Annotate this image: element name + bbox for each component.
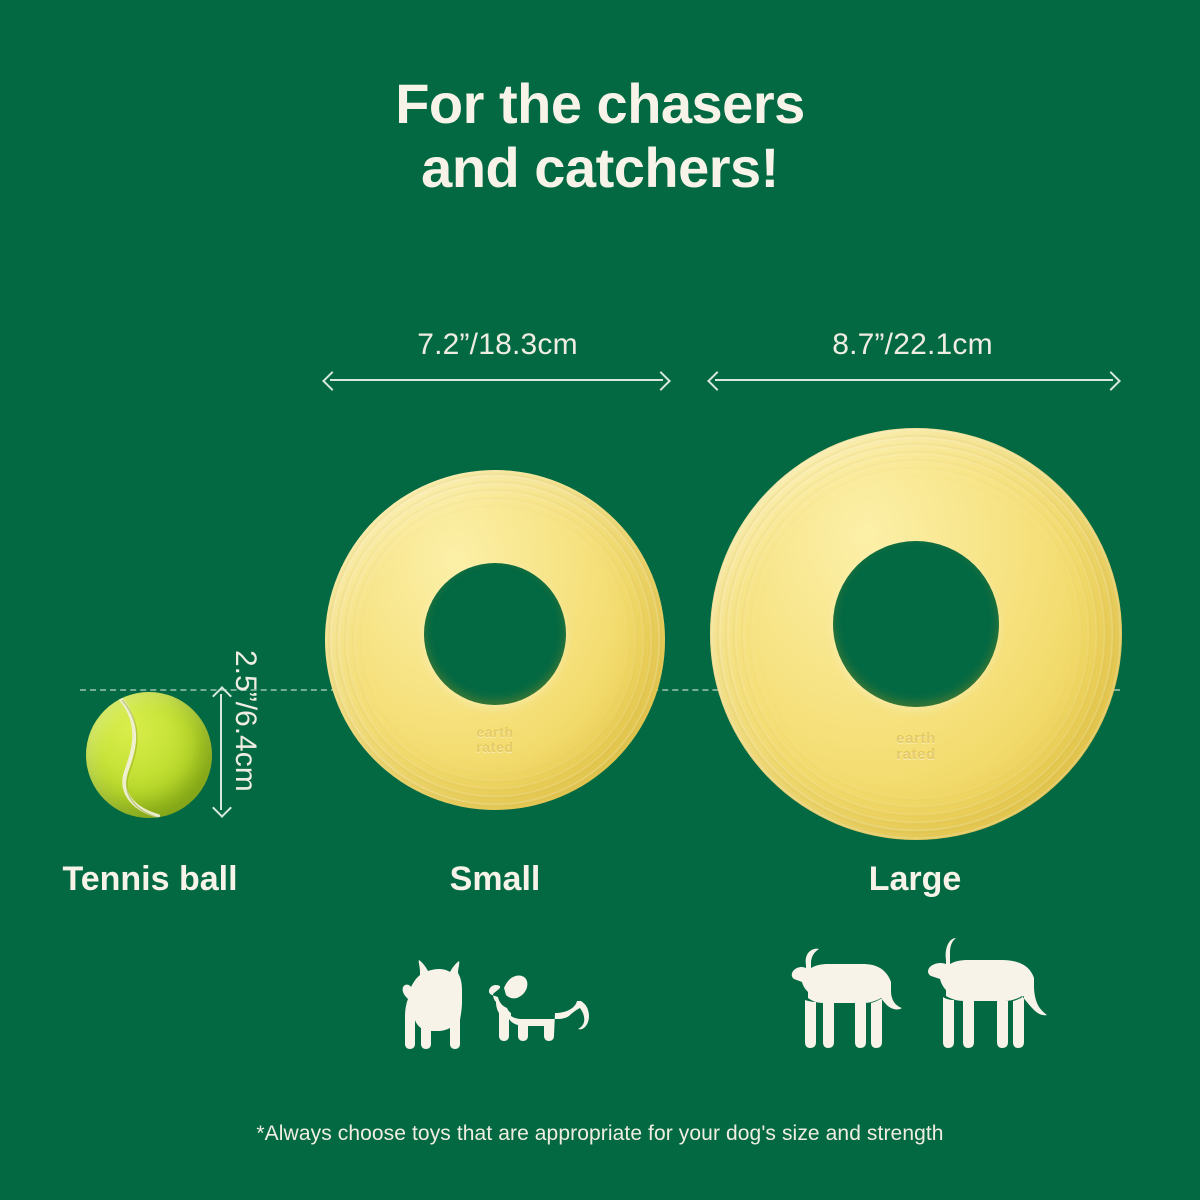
doberman-icon: [928, 938, 1047, 1048]
arrow-bar: [715, 379, 1113, 381]
arrow-bar: [220, 694, 222, 810]
tennis-ball-seam-icon: [118, 696, 162, 818]
dimension-label-large: 8.7”/22.1cm: [832, 328, 993, 361]
arrow-head-left-icon: [322, 371, 342, 391]
ring-center-hole: [833, 541, 999, 707]
dimension-arrow-large: [707, 371, 1121, 391]
size-label-tennis-ball: Tennis ball: [62, 860, 238, 898]
dimension-arrow-small: [322, 371, 671, 391]
page-title: For the chasers and catchers!: [0, 72, 1200, 200]
labrador-retriever-icon: [791, 948, 902, 1048]
headline-line-2: and catchers!: [421, 135, 779, 199]
footnote-text: *Always choose toys that are appropriate…: [256, 1122, 944, 1145]
brand-emboss-small: earth rated: [325, 724, 665, 756]
arrow-head-down-icon: [212, 798, 232, 818]
headline-line-1: For the chasers: [395, 72, 805, 135]
brand-line-1: earth: [896, 730, 936, 747]
arrow-head-right-icon: [651, 371, 671, 391]
brand-line-2: rated: [896, 746, 936, 764]
brand-emboss-large: earth rated: [710, 730, 1122, 764]
dimension-arrow-ball-height: [212, 686, 232, 818]
tennis-ball-image: [86, 692, 212, 818]
ring-toy-large: earth rated: [710, 428, 1122, 840]
ring-center-hole: [424, 563, 566, 705]
dimension-label-small: 7.2”/18.3cm: [417, 328, 578, 361]
dimension-label-ball-height: 2.5”/6.4cm: [229, 650, 262, 792]
size-label-small: Small: [449, 860, 541, 898]
brand-line-1: earth: [476, 724, 514, 740]
ring-toy-small: earth rated: [325, 470, 665, 810]
arrow-head-right-icon: [1101, 371, 1121, 391]
size-label-large: Large: [868, 860, 962, 898]
arrow-head-left-icon: [707, 371, 727, 391]
french-bulldog-icon: [402, 960, 462, 1049]
arrow-bar: [330, 379, 663, 381]
dog-silhouettes-large: [780, 932, 1060, 1060]
dog-silhouettes-small: [375, 948, 615, 1058]
brand-line-2: rated: [476, 739, 514, 756]
dachshund-icon: [488, 975, 589, 1041]
